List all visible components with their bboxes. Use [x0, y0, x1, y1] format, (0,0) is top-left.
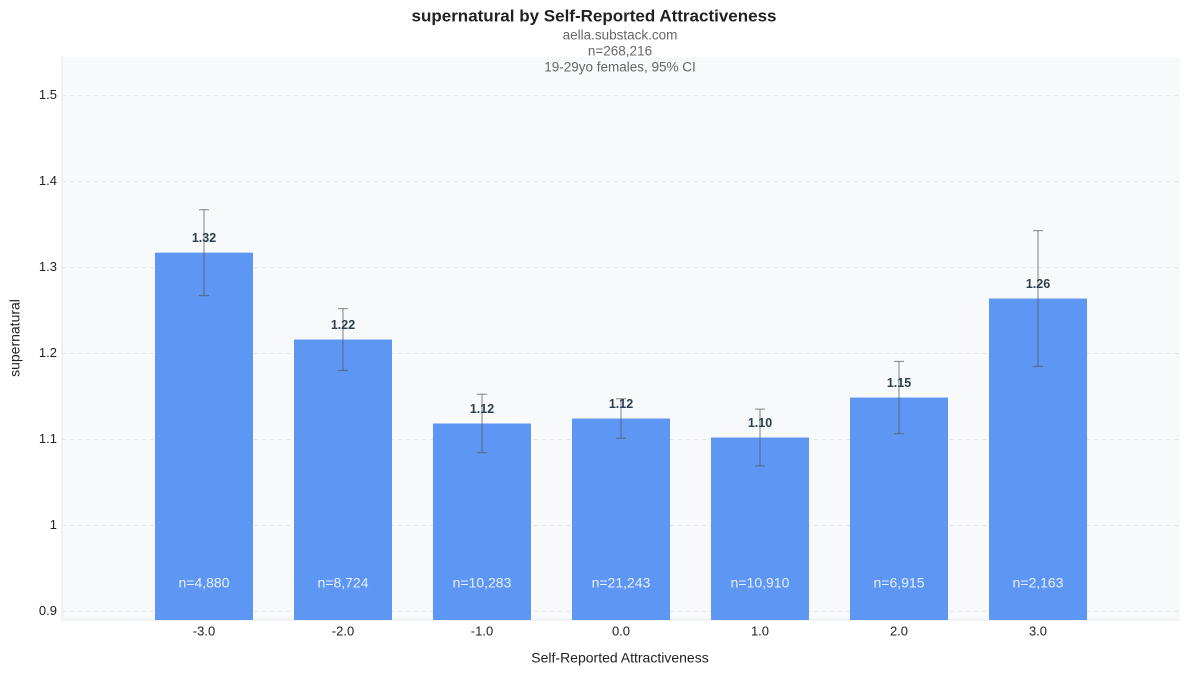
error-bar [894, 360, 904, 435]
count-label: n=21,243 [592, 575, 651, 591]
error-bar [199, 209, 209, 297]
value-label: 1.32 [192, 231, 216, 245]
x-tick-label: 0.0 [612, 623, 630, 638]
value-label: 1.10 [748, 416, 772, 430]
error-bar [1033, 230, 1043, 368]
bar [433, 423, 531, 620]
bar [572, 418, 670, 620]
error-bar [477, 393, 487, 454]
error-bar [755, 408, 765, 467]
value-label: 1.15 [887, 376, 911, 390]
x-tick-label: 2.0 [890, 623, 908, 638]
y-axis-label: supernatural [7, 299, 23, 377]
value-label: 1.12 [609, 397, 633, 411]
value-label: 1.12 [470, 402, 494, 416]
chart-title: supernatural by Self-Reported Attractive… [412, 6, 777, 25]
y-tick-label: 1.3 [39, 259, 57, 274]
bar [155, 252, 253, 620]
x-tick-label: -2.0 [332, 623, 354, 638]
x-tick-label: -1.0 [471, 623, 493, 638]
x-tick-label: 1.0 [751, 623, 769, 638]
y-tick-label: 1.2 [39, 345, 57, 360]
count-label: n=4,880 [179, 575, 230, 591]
x-axis-label: Self-Reported Attractiveness [531, 650, 708, 666]
bar [850, 397, 948, 620]
subtitle: aella.substack.com [563, 28, 678, 43]
count-label: n=2,163 [1013, 575, 1064, 591]
subtitle: 19-29yo females, 95% CI [544, 60, 696, 75]
y-tick-label: 0.9 [39, 603, 57, 618]
x-tick-label: 3.0 [1029, 623, 1047, 638]
y-tick-label: 1.4 [39, 173, 57, 188]
count-label: n=8,724 [318, 575, 369, 591]
subtitle: n=268,216 [588, 44, 652, 59]
count-label: n=6,915 [874, 575, 925, 591]
count-label: n=10,283 [453, 575, 512, 591]
error-bar [338, 307, 348, 372]
value-label: 1.22 [331, 318, 355, 332]
x-tick-label: -3.0 [193, 623, 215, 638]
y-tick-label: 1.1 [39, 431, 57, 446]
bar [711, 437, 809, 620]
bar [294, 339, 392, 620]
count-label: n=10,910 [731, 575, 790, 591]
value-label: 1.26 [1026, 277, 1050, 291]
y-tick-label: 1 [50, 517, 57, 532]
error-bar [616, 398, 626, 439]
y-tick-label: 1.5 [39, 87, 57, 102]
